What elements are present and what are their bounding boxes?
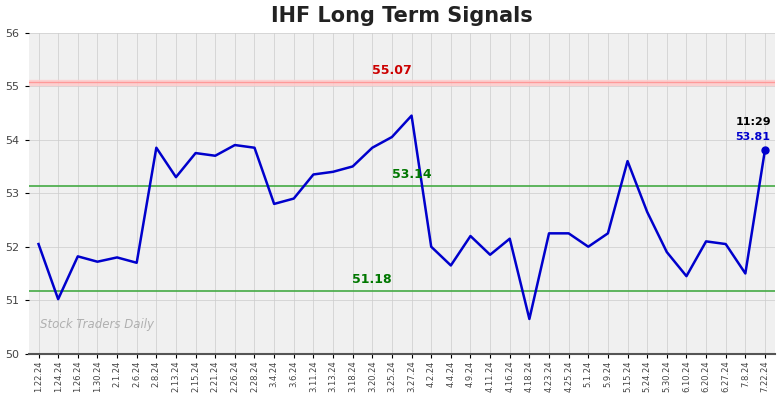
Bar [29,80,775,85]
Text: Stock Traders Daily: Stock Traders Daily [40,318,154,331]
Text: 55.07: 55.07 [372,64,412,77]
Title: IHF Long Term Signals: IHF Long Term Signals [271,6,532,25]
Text: 53.81: 53.81 [735,132,771,142]
Text: 11:29: 11:29 [735,117,771,127]
Text: 51.18: 51.18 [353,273,392,286]
Text: 53.14: 53.14 [392,168,431,181]
